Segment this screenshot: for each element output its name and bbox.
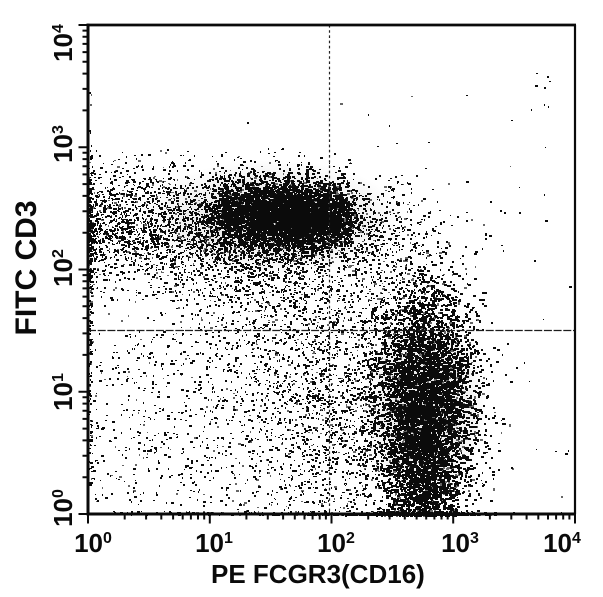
svg-text:104: 104 (48, 24, 78, 62)
svg-text:FITC CD3: FITC CD3 (10, 201, 43, 336)
svg-text:PE FCGR3(CD16): PE FCGR3(CD16) (211, 559, 425, 589)
svg-text:102: 102 (48, 249, 78, 287)
